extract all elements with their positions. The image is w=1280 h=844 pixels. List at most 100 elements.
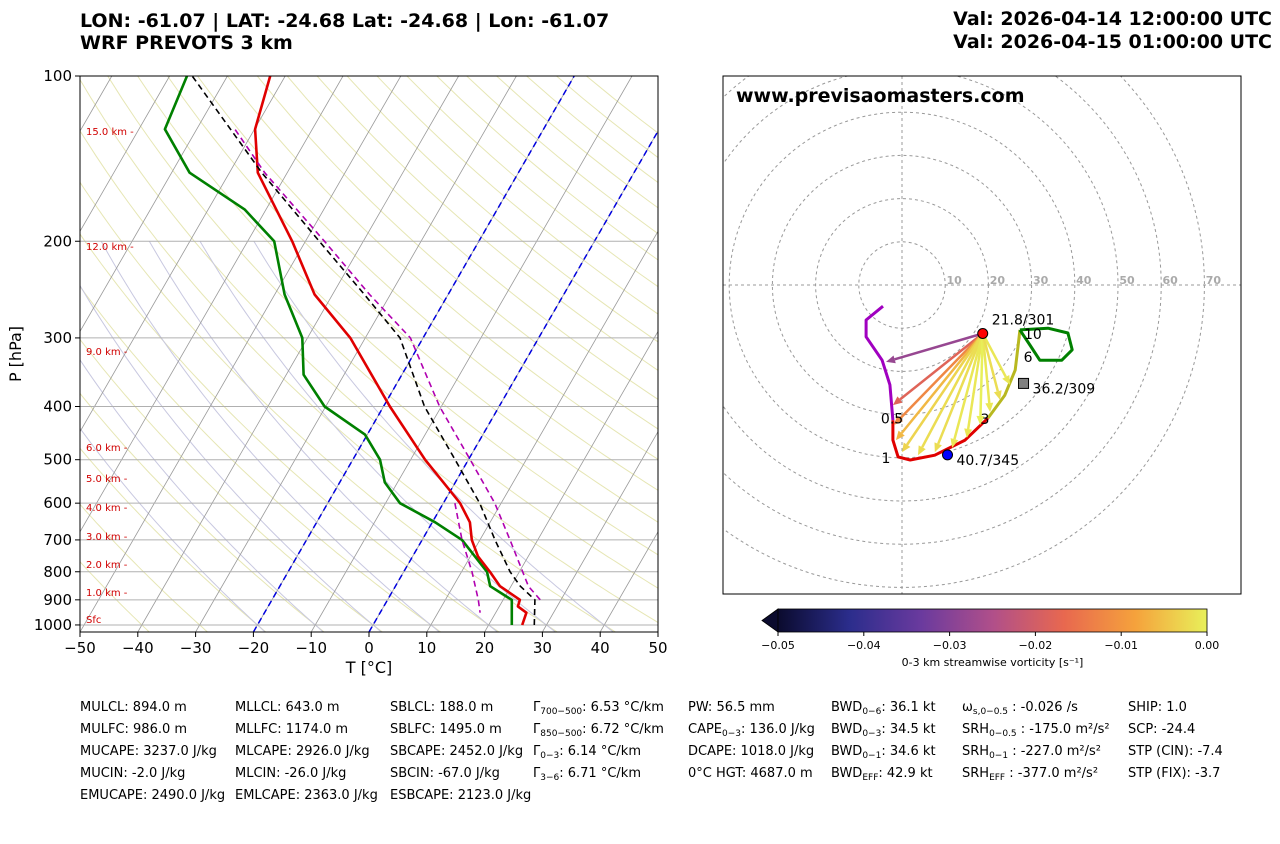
dry-adiabat [167,76,658,523]
y-tick-label: 1000 [34,616,72,634]
parameter: 0°C HGT: 4687.0 m [688,766,813,781]
shear-arrow [950,333,984,448]
parameter-value: : -0.026 /s [1008,700,1078,715]
parameter-name: Γ [533,700,541,715]
ring [771,154,1033,416]
parameter-value: : 136.0 J/kg [741,722,815,737]
dry-adiabat [526,76,658,184]
parameter-name: ω [962,700,973,715]
parameter: MUCAPE: 3237.0 J/kg [80,744,217,759]
height-label: 12.0 km - [86,242,134,253]
x-tick-label: −30 [180,639,212,657]
parameter: EMUCAPE: 2490.0 J/kg [80,788,225,803]
colorbar-tick-label: −0.02 [1019,639,1053,652]
height-label: 4.0 km - [86,503,128,514]
profile-line [234,128,541,601]
ring-label: 60 [1163,274,1179,287]
level-label: 1 [882,451,891,467]
arrow-shaft [979,333,984,417]
isotherm [80,76,170,233]
parameter: BWD0−3: 34.5 kt [831,722,936,739]
parameter-subscript: EFF [989,773,1005,783]
dry-adiabat [80,561,150,632]
height-label: 6.0 km - [86,443,128,454]
parameter-name: Γ [533,766,541,781]
dry-adiabat [137,76,658,556]
shear-arrow [964,333,984,438]
header-valid: Val: 2026-04-15 01:00:00 UTC [953,31,1272,53]
parameter: SRHEFF : -377.0 m²/s² [962,766,1098,783]
shear-arrow [981,333,1002,400]
y-tick-label: 200 [43,232,72,250]
parameter-value: : 6.72 °C/km [582,722,664,737]
parameter: ESBCAPE: 2123.0 J/kg [390,788,531,803]
isotherm [137,76,459,632]
arrow-head [976,415,985,425]
y-tick-label: 600 [43,494,72,512]
isotherm [542,430,658,632]
parameter-table: MULCL: 894.0 m MULFC: 986.0 m MUCAPE: 3237… [80,700,1223,803]
parameter-subscript: 3−6 [540,773,559,783]
parameter: SRH0−0.5 : -175.0 m²/s² [962,722,1110,739]
colorbar-tick-label: −0.04 [847,639,881,652]
x-tick-label: −10 [295,639,327,657]
parameter: PW: 56.5 mm [688,700,775,715]
arrow-shaft [937,333,984,445]
header-model: WRF PREVOTS 3 km [80,32,293,54]
ring-label: 10 [947,274,963,287]
parameter-subscript: 0−1 [862,751,881,761]
ring [858,241,946,329]
dry-adiabat [80,233,500,632]
dry-adiabat [80,129,616,632]
parameter: MLCIN: -26.0 J/kg [235,766,346,781]
isotherm [195,76,517,632]
ring-label: 40 [1076,274,1092,287]
x-tick-label: 20 [475,639,494,657]
parameter-value: : 34.6 kt [881,744,935,759]
ring [728,111,1076,459]
moist-adiabat [148,241,498,632]
arrow-head [886,355,896,364]
isotherm [426,230,658,632]
x-tick-label: −20 [238,639,270,657]
y-tick-label: 900 [43,591,72,609]
isotherm [657,631,658,632]
dry-adiabat [80,503,208,632]
parameter-name: BWD [831,766,862,781]
ring [723,76,1205,588]
shear-arrow [902,332,984,453]
colorbar: −0.05 −0.04 −0.03 −0.02 −0.01 0.00 0-3 km stre… [761,608,1220,669]
arrow-head [893,415,903,425]
parameter: MULCL: 894.0 m [80,700,187,715]
dry-adiabat [346,76,658,343]
parameter-subscript: 0−3 [540,751,559,761]
parameter: BWD0−6: 36.1 kt [831,700,936,717]
y-tick-label: 500 [43,451,72,469]
arrow-head [1002,374,1010,385]
height-label: Sfc [86,615,101,626]
y-tick-label: 400 [43,398,72,416]
dry-adiabat [80,285,441,632]
parameter-subscript: 850−500 [540,729,582,739]
moist-adiabat [100,241,440,632]
highlight-isotherm [368,129,658,632]
ring [815,198,989,372]
dry-adiabat [80,338,383,632]
x-tick-label: −40 [122,639,154,657]
parameter: MUCIN: -2.0 J/kg [80,766,185,781]
y-tick-label: 300 [43,329,72,347]
dry-adiabat [496,76,658,209]
moist-adiabat [80,427,266,632]
dry-adiabat [80,447,267,632]
arrow-shaft [921,332,984,448]
arrow-shaft [981,333,999,392]
colorbar-tick-label: 0.00 [1195,639,1220,652]
dry-adiabat [107,76,658,589]
parameter: STP (FIX): -3.7 [1128,766,1220,781]
x-tick-label: −50 [64,639,96,657]
parameter-name: SRH [962,722,989,737]
shear-arrow [917,332,984,456]
ring-label: 20 [990,274,1006,287]
x-tick-label: 40 [591,639,610,657]
hodo-area: 10 20 30 40 50 60 700.51361021.8/30140.7/34536… [723,76,1241,594]
